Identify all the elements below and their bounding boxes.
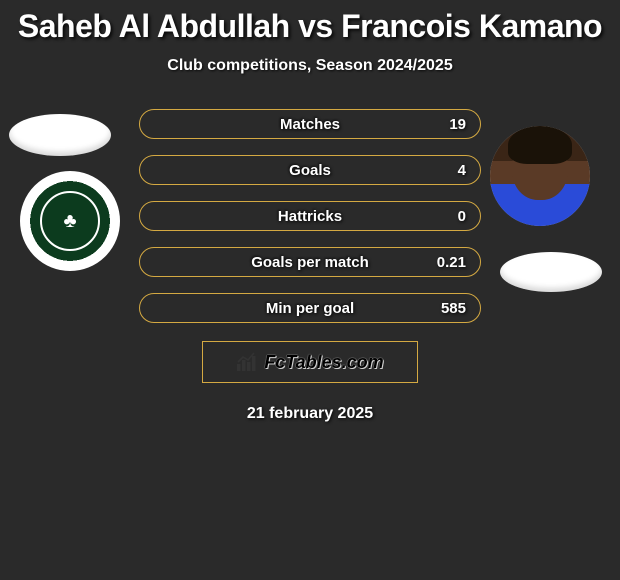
- stat-right-value: 4: [458, 162, 466, 179]
- brand-badge: FcTables.com: [202, 341, 418, 383]
- subtitle: Club competitions, Season 2024/2025: [0, 57, 620, 75]
- stat-row-goals: Goals 4: [139, 155, 481, 185]
- stat-label: Min per goal: [140, 300, 480, 317]
- stat-right-value: 19: [449, 116, 466, 133]
- stat-label: Goals per match: [140, 254, 480, 271]
- stats-list: Matches 19 Goals 4 Hattricks 0 Goals per…: [0, 109, 620, 423]
- stat-row-goals-per-match: Goals per match 0.21: [139, 247, 481, 277]
- stat-label: Hattricks: [140, 208, 480, 225]
- stat-right-value: 0.21: [437, 254, 466, 271]
- date-text: 21 february 2025: [0, 405, 620, 423]
- stat-label: Goals: [140, 162, 480, 179]
- infographic-container: Saheb Al Abdullah vs Francois Kamano Clu…: [0, 0, 620, 580]
- brand-name: FcTables.com: [264, 352, 383, 373]
- chart-icon: [236, 352, 258, 372]
- stat-row-matches: Matches 19: [139, 109, 481, 139]
- stat-label: Matches: [140, 116, 480, 133]
- stat-right-value: 585: [441, 300, 466, 317]
- page-title: Saheb Al Abdullah vs Francois Kamano: [0, 0, 620, 45]
- stat-right-value: 0: [458, 208, 466, 225]
- stat-row-hattricks: Hattricks 0: [139, 201, 481, 231]
- stat-row-min-per-goal: Min per goal 585: [139, 293, 481, 323]
